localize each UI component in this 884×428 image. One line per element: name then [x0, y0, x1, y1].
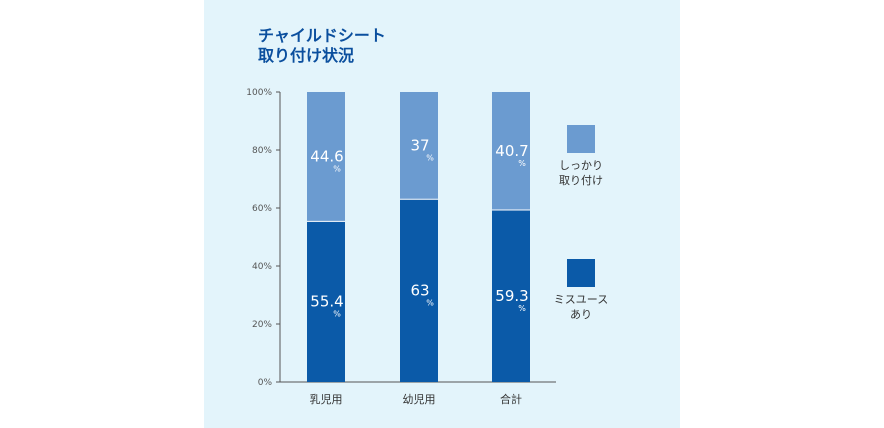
legend-label: ミスユース — [554, 293, 608, 306]
x-category-label: 乳児用 — [310, 393, 343, 406]
chart-title-line: チャイルドシート — [258, 26, 386, 45]
data-label: 55.4 — [310, 293, 343, 311]
legend-swatch — [567, 259, 595, 287]
data-label: 40.7 — [495, 142, 528, 160]
data-label-unit: % — [518, 304, 526, 313]
data-label: 63 — [410, 282, 429, 300]
data-label: 37 — [410, 137, 429, 155]
y-tick-label: 100% — [246, 88, 272, 98]
bar-segment — [492, 92, 530, 211]
legend-label: しっかり — [559, 159, 603, 172]
bar-segment — [307, 92, 345, 222]
y-tick-label: 60% — [252, 204, 272, 214]
data-label-unit: % — [518, 159, 526, 168]
x-category-label: 合計 — [500, 392, 522, 406]
chart-title: チャイルドシート 取り付け状況 — [258, 26, 386, 66]
chart-title-line: 取り付け状況 — [258, 46, 355, 65]
data-label-unit: % — [333, 165, 341, 174]
data-label-unit: % — [426, 299, 434, 308]
y-tick-label: 0% — [258, 378, 273, 388]
chart-panel — [204, 0, 680, 428]
y-tick-label: 20% — [252, 320, 272, 330]
bar-segment — [307, 221, 345, 382]
y-tick-label: 40% — [252, 262, 272, 272]
bar-segment — [400, 92, 438, 200]
x-category-label: 幼児用 — [403, 393, 436, 406]
legend-label: 取り付け — [559, 174, 603, 187]
y-tick-label: 80% — [252, 146, 272, 156]
legend-swatch — [567, 125, 595, 153]
legend-label: あり — [570, 308, 592, 321]
data-label-unit: % — [426, 154, 434, 163]
data-label: 44.6 — [310, 148, 343, 166]
data-label-unit: % — [333, 310, 341, 319]
bar-segment — [400, 199, 438, 382]
bar-segment — [492, 210, 530, 382]
data-label: 59.3 — [495, 287, 528, 305]
